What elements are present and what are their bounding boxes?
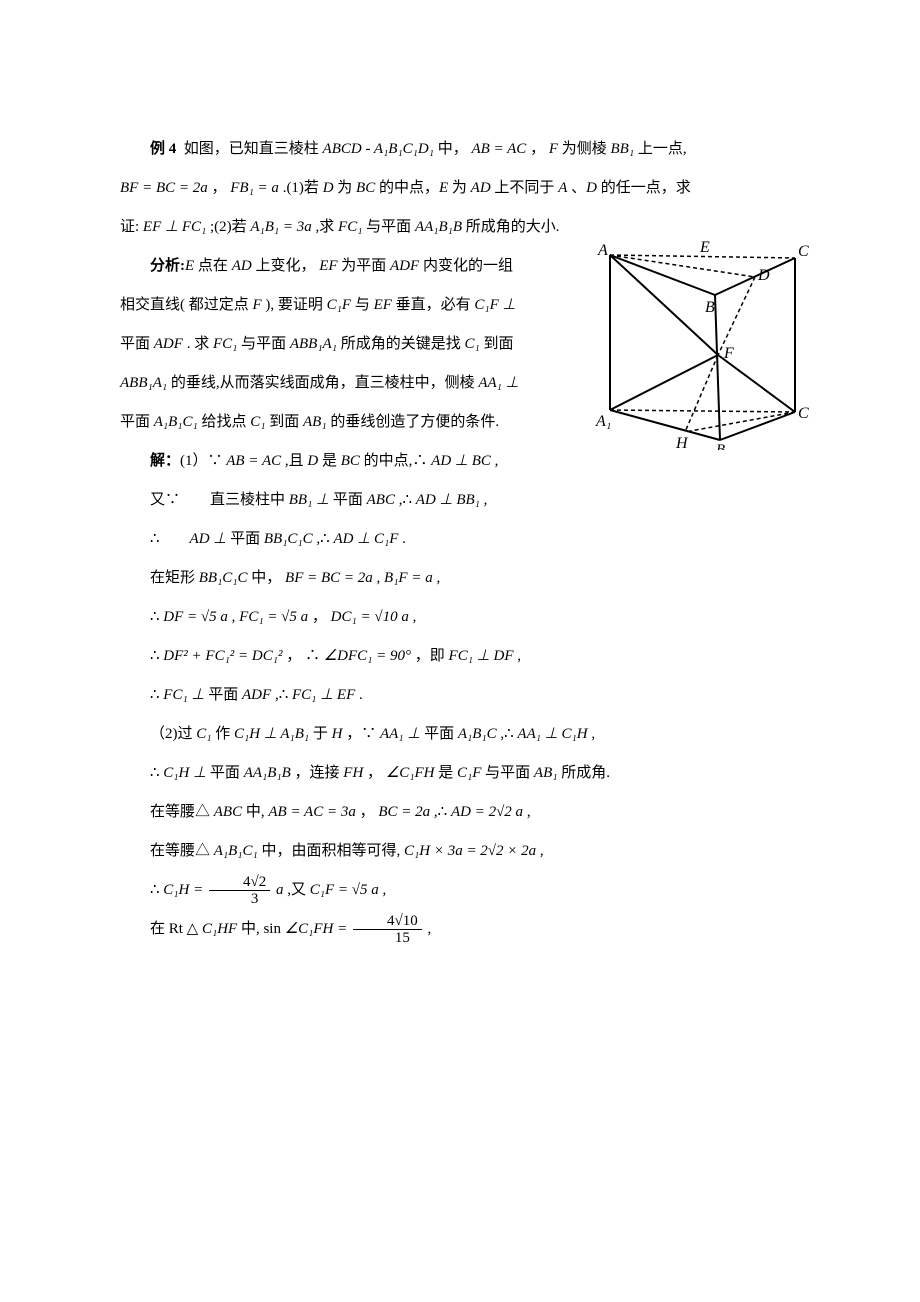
fraction-c1h: 4√23 <box>209 874 270 908</box>
analysis-line-3: 平面 ADF . 求 FC₁ 与平面 ABB₁A₁ 所成角的关键是找 C₁ 到面 <box>120 325 550 364</box>
solution-line-9: ∴ C₁H ⊥ 平面 AA₁B₁B ，连接 FH ， ∠C₁FH 是 C₁F 与… <box>120 754 800 793</box>
solution-line-2: 又∵ 直三棱柱中 BB₁ ⊥ 平面 ABC ,∴ AD ⊥ BB₁ , <box>120 481 800 520</box>
prism-figure: A E C D B F A₁ H B₁ C₁ <box>590 240 810 450</box>
analysis-line-4: ABB₁A₁ 的垂线,从而落实线面成角，直三棱柱中，侧棱 AA₁ ⊥ <box>120 364 550 403</box>
fraction-sin: 4√1015 <box>353 913 422 947</box>
label-C: C <box>798 243 809 260</box>
label-A1: A₁ <box>595 413 611 430</box>
page: A E C D B F A₁ H B₁ C₁ 例 4 如图，已知直三棱柱 ABC… <box>0 0 920 1302</box>
solution-label: 解： <box>150 453 180 469</box>
problem-line-1: 例 4 如图，已知直三棱柱 ABCD - A₁B₁C₁D₁ 中， AB = AC… <box>120 130 800 169</box>
solution-line-12: ∴ C₁H = 4√23 a ,又 C₁F = √5 a , <box>120 871 800 910</box>
analysis-block: 分析:E 点在 AD 上变化， EF 为平面 ADF 内变化的一组 相交直线( … <box>120 247 550 442</box>
label-A: A <box>597 242 608 259</box>
analysis-line-5: 平面 A₁B₁C₁ 给找点 C₁ 到面 AB₁ 的垂线创造了方便的条件. <box>120 403 550 442</box>
solution-line-5: ∴ DF = √5 a , FC₁ = √5 a ， DC₁ = √10 a , <box>120 598 800 637</box>
problem-line-2: BF = BC = 2a ， FB₁ = a .(1)若 D 为 BC 的中点，… <box>120 169 800 208</box>
solution-line-11: 在等腰△ A₁B₁C₁ 中，由面积相等可得, C₁H × 3a = 2√2 × … <box>120 832 800 871</box>
label-B1: B₁ <box>716 442 730 450</box>
label-D: D <box>757 267 770 284</box>
label-C1: C₁ <box>798 405 810 422</box>
solution-line-10: 在等腰△ ABC 中, AB = AC = 3a ， BC = 2a ,∴ AD… <box>120 793 800 832</box>
analysis-line-1: 分析:E 点在 AD 上变化， EF 为平面 ADF 内变化的一组 <box>120 247 550 286</box>
solution-line-6: ∴ DF² + FC₁² = DC₁² ， ∴ ∠DFC₁ = 90° ，即 F… <box>120 637 800 676</box>
prism-svg: A E C D B F A₁ H B₁ C₁ <box>590 240 810 450</box>
label-H: H <box>675 435 689 450</box>
solution-line-3: ∴ AD ⊥ 平面 BB₁C₁C ,∴ AD ⊥ C₁F . <box>120 520 800 559</box>
solution-line-8: （2)过 C₁ 作 C₁H ⊥ A₁B₁ 于 H ，∵ AA₁ ⊥ 平面 A₁B… <box>120 715 800 754</box>
label-E: E <box>699 240 710 256</box>
label-F: F <box>723 345 734 362</box>
solution-line-13: 在 Rt △ C₁HF 中, sin ∠C₁FH = 4√1015 , <box>120 910 800 949</box>
analysis-line-2: 相交直线( 都过定点 F ), 要证明 C₁F 与 EF 垂直，必有 C₁F ⊥ <box>120 286 550 325</box>
solution-line-7: ∴ FC₁ ⊥ 平面 ADF ,∴ FC₁ ⊥ EF . <box>120 676 800 715</box>
example-label: 例 4 <box>150 141 176 157</box>
label-B: B <box>705 299 715 316</box>
analysis-label: 分析: <box>150 258 185 274</box>
solution-line-4: 在矩形 BB₁C₁C 中， BF = BC = 2a , B₁F = a , <box>120 559 800 598</box>
